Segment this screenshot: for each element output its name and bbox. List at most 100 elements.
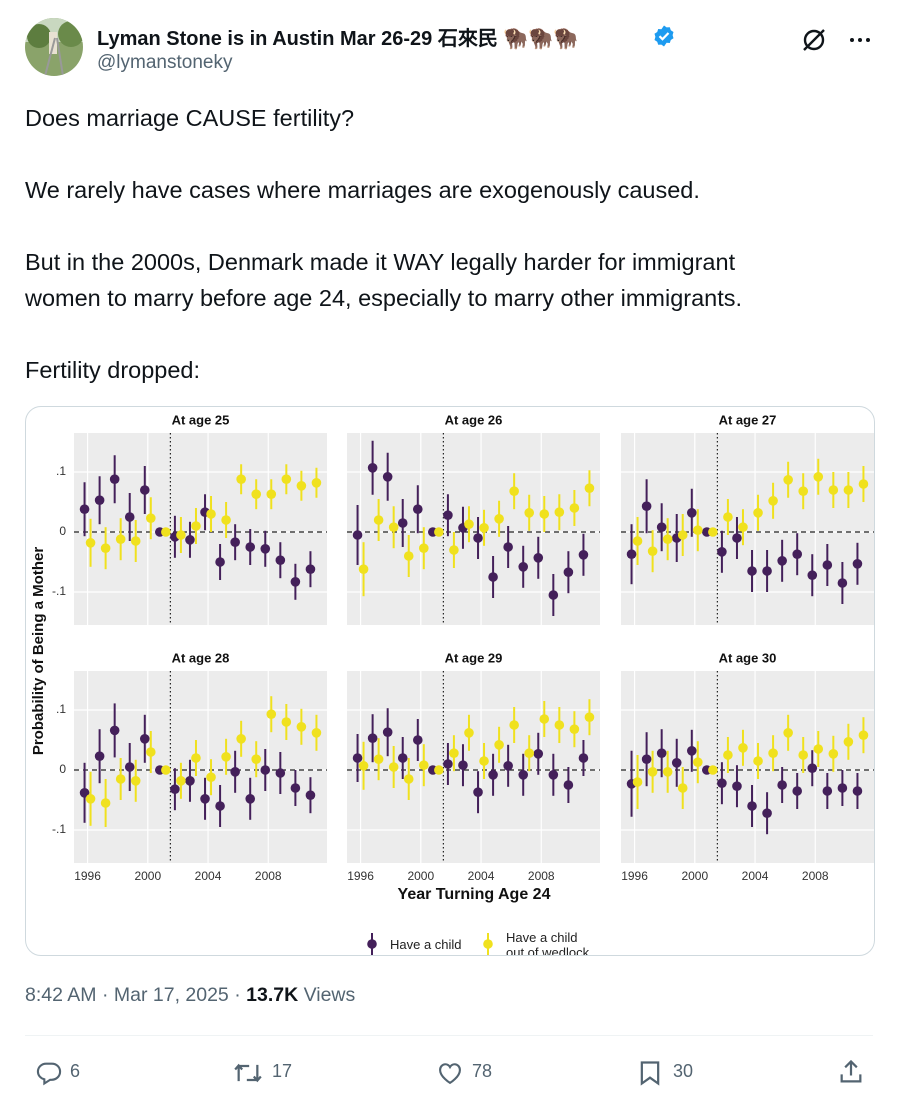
point xyxy=(434,527,444,537)
point xyxy=(509,486,519,497)
point xyxy=(768,748,778,758)
point xyxy=(161,765,171,775)
point xyxy=(837,783,848,793)
panel-title: At age 30 xyxy=(719,650,777,665)
point xyxy=(79,788,90,798)
point xyxy=(449,748,459,758)
reply-icon[interactable] xyxy=(34,1059,64,1087)
panel-background xyxy=(74,671,327,863)
point xyxy=(662,534,673,544)
point xyxy=(632,536,643,546)
point xyxy=(191,753,201,763)
repost-icon[interactable] xyxy=(232,1059,264,1087)
tweet-line: Fertility dropped: xyxy=(25,357,201,383)
point xyxy=(503,761,513,771)
point xyxy=(130,536,141,546)
point xyxy=(373,754,384,764)
point xyxy=(185,535,195,545)
panel-background xyxy=(347,671,600,863)
point xyxy=(124,512,135,522)
point xyxy=(230,537,240,547)
point xyxy=(533,749,544,759)
point xyxy=(708,765,718,775)
point xyxy=(176,776,186,786)
point xyxy=(807,763,818,773)
point xyxy=(382,727,393,737)
point xyxy=(311,478,322,488)
tweet-line: women to marry before age 24, especially… xyxy=(25,285,743,311)
point xyxy=(79,504,90,514)
x-tick-label: 2004 xyxy=(742,869,769,883)
x-axis-label: Year Turning Age 24 xyxy=(398,886,551,903)
x-tick-label: 1996 xyxy=(347,869,374,883)
point xyxy=(311,728,322,738)
more-menu[interactable] xyxy=(848,30,872,50)
grok-icon[interactable] xyxy=(800,26,828,54)
point xyxy=(738,522,748,532)
point xyxy=(732,781,742,791)
point xyxy=(145,747,156,757)
chart: Probability of Being a Mother Year Turni… xyxy=(30,412,874,955)
share-icon[interactable] xyxy=(837,1058,865,1086)
tweet-meta: 8:42 AM · Mar 17, 2025 · 13.7K Views xyxy=(25,984,355,1007)
point xyxy=(828,485,839,495)
like-icon[interactable] xyxy=(434,1059,466,1087)
point xyxy=(792,786,803,796)
point xyxy=(753,756,763,766)
point xyxy=(200,794,210,804)
point xyxy=(281,474,292,485)
point xyxy=(85,538,96,548)
point xyxy=(828,749,839,759)
y-tick-label: 0 xyxy=(59,762,66,776)
panel-background xyxy=(74,433,327,625)
point xyxy=(215,557,225,567)
point xyxy=(94,495,105,506)
point xyxy=(554,507,565,517)
author-handle[interactable]: @lymanstoneky xyxy=(97,52,233,73)
point xyxy=(170,784,180,794)
point xyxy=(488,770,498,780)
x-tick-label: 2000 xyxy=(681,869,708,883)
point xyxy=(762,566,772,576)
author-name[interactable]: Lyman Stone is in Austin Mar 26-29 石來民 🦬… xyxy=(97,28,579,50)
avatar[interactable] xyxy=(25,18,83,76)
divider xyxy=(25,1035,873,1036)
point xyxy=(533,553,544,563)
timestamp[interactable]: 8:42 AM · Mar 17, 2025 · xyxy=(25,984,241,1006)
point xyxy=(647,546,658,556)
point xyxy=(717,547,727,557)
point xyxy=(382,472,393,482)
panel-title: At age 28 xyxy=(172,650,230,665)
point xyxy=(100,798,111,808)
panel-title: At age 26 xyxy=(445,412,503,427)
point xyxy=(434,765,444,775)
point xyxy=(230,767,240,777)
point xyxy=(449,545,459,555)
point xyxy=(367,733,378,743)
point xyxy=(464,728,474,738)
point xyxy=(852,786,863,796)
point xyxy=(554,720,565,730)
y-tick-label: 0 xyxy=(59,524,66,538)
point xyxy=(403,551,414,561)
point xyxy=(479,523,489,533)
point xyxy=(418,760,429,770)
point xyxy=(443,759,453,769)
point xyxy=(305,564,316,574)
point xyxy=(584,483,595,494)
point xyxy=(563,780,574,790)
x-tick-label: 1996 xyxy=(74,869,101,883)
bookmark-icon[interactable] xyxy=(636,1059,664,1087)
chart-body: Probability of Being a Mother Year Turni… xyxy=(30,412,874,955)
point xyxy=(206,509,216,519)
point xyxy=(768,496,778,506)
point xyxy=(503,542,513,552)
point xyxy=(245,542,256,552)
tweet-line: We rarely have cases where marriages are… xyxy=(25,177,700,203)
chart-card[interactable]: Probability of Being a Mother Year Turni… xyxy=(25,406,875,956)
point xyxy=(662,767,673,777)
panel-background xyxy=(347,433,600,625)
point xyxy=(388,762,399,772)
point xyxy=(858,479,869,489)
